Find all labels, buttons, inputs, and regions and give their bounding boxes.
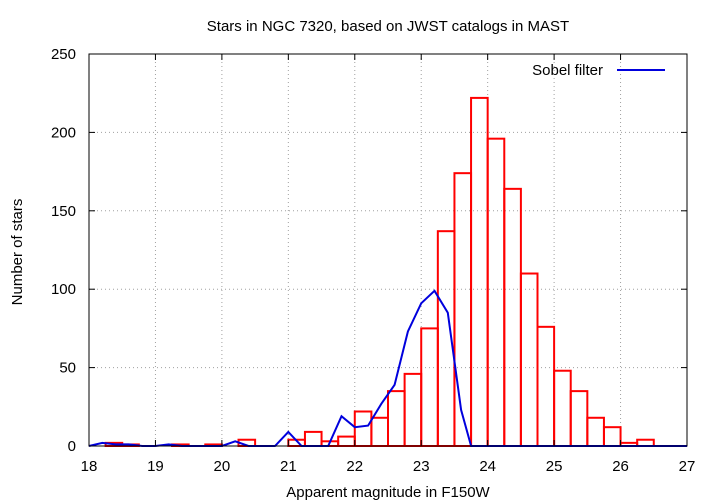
histogram-bar [503, 187, 522, 448]
x-axis-label: Apparent magnitude in F150W [286, 484, 490, 501]
x-tick-label: 23 [413, 458, 430, 475]
plot-frame [88, 53, 688, 447]
x-tick-label: 24 [479, 458, 496, 475]
legend: Sobel filter [532, 62, 665, 79]
axis-ticks [88, 53, 688, 447]
histogram-bar [370, 416, 389, 447]
y-tick-label: 50 [59, 360, 76, 377]
histogram-bar [569, 390, 589, 447]
x-tick-label: 19 [147, 458, 164, 475]
y-tick-label: 150 [51, 203, 76, 220]
histogram-bar [387, 390, 406, 447]
legend-label-sobel-filter: Sobel filter [532, 62, 603, 79]
chart-title: Stars in NGC 7320, based on JWST catalog… [207, 18, 569, 35]
histogram-bar [337, 435, 356, 448]
y-tick-label: 250 [51, 46, 76, 63]
histogram-bar [353, 410, 373, 447]
y-tick-label: 0 [68, 438, 76, 455]
y-tick-label: 200 [51, 124, 76, 141]
x-tick-label: 22 [346, 458, 363, 475]
x-tick-label: 26 [612, 458, 629, 475]
x-tick-label: 25 [546, 458, 563, 475]
histogram-bar [403, 372, 423, 448]
histogram-bar [553, 369, 572, 447]
x-tick-labels: 18 19 20 21 22 23 24 25 26 27 [81, 458, 696, 475]
histogram-bar [420, 327, 439, 447]
histogram-bars [104, 96, 655, 448]
y-tick-label: 100 [51, 281, 76, 298]
y-axis-label: Number of stars [9, 199, 26, 306]
x-tick-label: 27 [679, 458, 696, 475]
histogram-bar [486, 137, 506, 447]
histogram-bar [586, 416, 605, 447]
histogram-bar [453, 172, 473, 447]
histogram-bar [470, 96, 489, 448]
histogram-bar [519, 272, 539, 447]
histogram-bar [602, 426, 622, 447]
histogram-bar [536, 325, 556, 447]
x-tick-label: 18 [81, 458, 98, 475]
grid [89, 54, 687, 446]
x-tick-label: 21 [280, 458, 297, 475]
x-tick-label: 20 [214, 458, 231, 475]
y-tick-labels: 0 50 100 150 200 250 [51, 46, 76, 455]
histogram-bar [303, 430, 323, 448]
